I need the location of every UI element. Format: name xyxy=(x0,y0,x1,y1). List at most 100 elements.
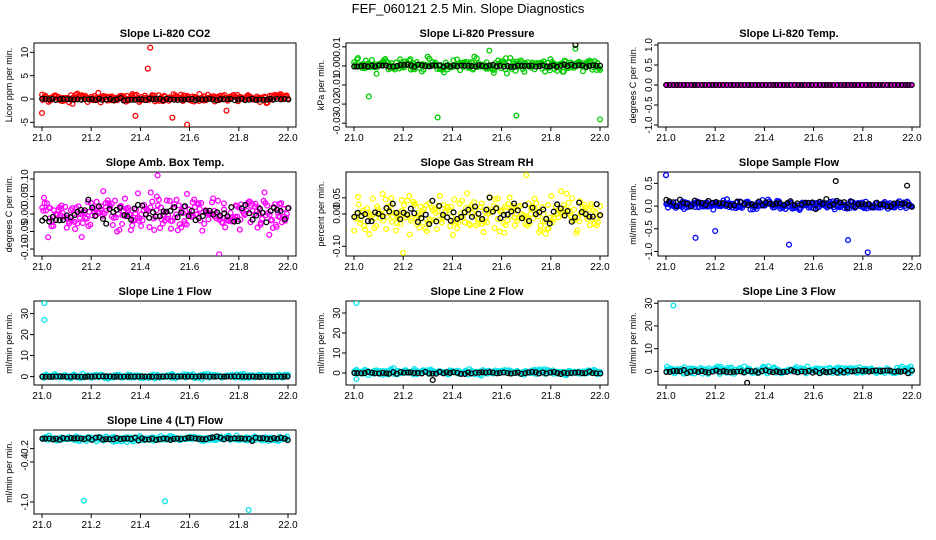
y-tick-label: 30 xyxy=(332,307,343,319)
y-tick-label: -1.0 xyxy=(20,493,31,511)
data-point xyxy=(185,213,192,220)
data-point xyxy=(720,368,727,375)
data-point xyxy=(554,201,561,208)
data-point xyxy=(131,205,138,212)
data-point xyxy=(560,369,567,376)
data-point xyxy=(730,81,737,89)
data-point xyxy=(234,218,241,225)
data-point xyxy=(259,435,266,442)
data-point xyxy=(406,192,413,200)
y-tick-label: 20 xyxy=(20,329,31,341)
data-point xyxy=(801,81,808,89)
x-tick-label: 21.2 xyxy=(705,133,725,144)
data-point xyxy=(191,196,198,203)
data-point xyxy=(713,198,720,206)
data-point xyxy=(575,62,582,69)
data-point xyxy=(249,373,256,380)
y-tick-label: 0.10 xyxy=(20,169,31,189)
data-point xyxy=(766,368,773,375)
data-point xyxy=(543,215,550,223)
data-point xyxy=(511,200,518,207)
y-axis-label: ml/min per min. xyxy=(628,183,638,245)
data-point xyxy=(483,63,490,70)
data-point xyxy=(773,368,780,375)
data-point xyxy=(42,435,49,442)
data-point-outlier xyxy=(80,497,87,504)
data-point xyxy=(829,198,836,205)
chart-panel-10: Slope Line 4 (LT) Flow 21.0 21.2 21.4 21.6 21… xyxy=(4,415,298,531)
data-point xyxy=(151,226,158,234)
data-point xyxy=(167,225,175,232)
data-point xyxy=(366,231,373,238)
data-point xyxy=(770,201,777,208)
data-point xyxy=(823,81,830,89)
y-tick-label: -0.02 xyxy=(332,92,343,115)
data-point xyxy=(163,208,170,215)
data-point-outlier xyxy=(41,316,48,323)
data-point xyxy=(273,223,280,230)
data-point xyxy=(181,373,188,380)
data-point xyxy=(273,206,281,213)
data-point xyxy=(579,68,587,75)
data-point xyxy=(124,96,131,103)
data-point xyxy=(478,200,485,207)
data-point xyxy=(514,62,521,69)
data-point xyxy=(386,63,393,70)
data-point xyxy=(146,95,153,102)
data-point xyxy=(546,220,553,227)
data-point xyxy=(241,435,249,442)
data-point xyxy=(267,436,274,443)
data-point xyxy=(858,201,865,208)
data-point xyxy=(183,221,190,228)
data-point xyxy=(221,373,228,380)
data-point xyxy=(355,201,362,208)
data-point xyxy=(196,205,203,213)
data-point xyxy=(120,435,127,442)
data-point xyxy=(239,373,246,380)
data-point xyxy=(351,63,358,70)
data-point xyxy=(472,203,479,210)
points-layer xyxy=(662,172,915,256)
data-point xyxy=(560,201,567,209)
data-point xyxy=(397,61,404,69)
data-point xyxy=(400,369,408,376)
data-point xyxy=(107,95,114,103)
data-point xyxy=(113,373,120,380)
figure-title: FEF_060121 2.5 Min. Slope Diagnostics xyxy=(352,1,585,16)
data-point xyxy=(752,81,759,89)
data-point xyxy=(56,217,63,224)
data-point xyxy=(504,62,511,69)
data-point xyxy=(270,96,277,103)
data-point xyxy=(592,208,599,215)
data-point xyxy=(866,81,873,89)
data-point xyxy=(496,369,503,377)
y-tick-label: 0.0 xyxy=(644,199,655,213)
data-point xyxy=(67,434,74,442)
data-point xyxy=(501,229,508,236)
data-point xyxy=(557,205,564,212)
data-point xyxy=(354,370,361,377)
data-point xyxy=(569,195,576,202)
data-point-outlier xyxy=(596,116,604,123)
data-point xyxy=(894,81,902,89)
data-point xyxy=(224,96,231,103)
data-point xyxy=(246,96,253,103)
data-point xyxy=(557,370,564,378)
data-point xyxy=(238,205,245,212)
x-tick-label: 21.0 xyxy=(656,262,676,273)
data-point xyxy=(673,203,680,210)
data-point xyxy=(110,436,117,443)
data-point xyxy=(837,81,844,89)
data-point xyxy=(436,192,443,199)
data-point xyxy=(121,373,128,380)
data-point xyxy=(471,206,478,213)
x-tick-label: 21.2 xyxy=(393,391,413,402)
data-point xyxy=(765,363,772,370)
data-point xyxy=(479,216,486,223)
data-point xyxy=(278,219,285,226)
data-point-outlier xyxy=(434,114,441,121)
data-point xyxy=(586,368,593,375)
data-point xyxy=(719,81,727,89)
data-point xyxy=(489,208,496,215)
data-point xyxy=(354,193,362,201)
